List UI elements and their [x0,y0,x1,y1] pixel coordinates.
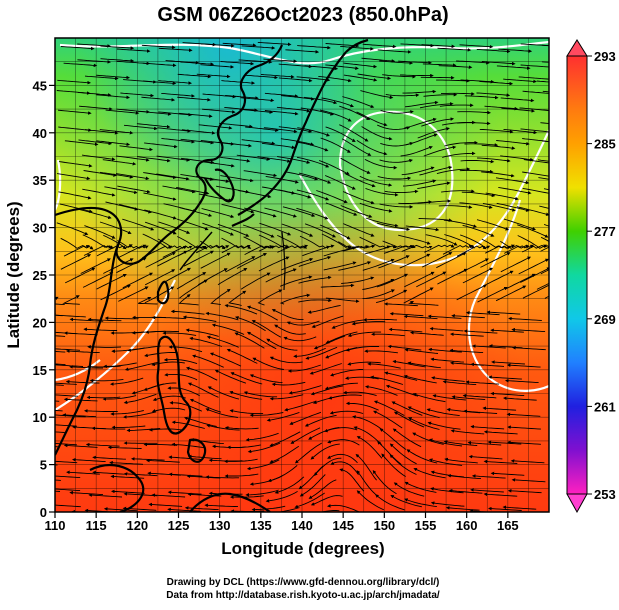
x-tick-label: 140 [291,518,313,533]
y-tick-label: 30 [33,221,47,236]
y-axis-label: Latitude (degrees) [4,201,23,348]
colorbar-body [567,56,587,494]
x-tick-label: 155 [415,518,437,533]
y-tick-label: 0 [40,505,47,520]
x-tick-label: 150 [373,518,395,533]
x-tick-label: 145 [332,518,354,533]
x-axis-label: Longitude (degrees) [221,539,384,558]
x-tick-label: 130 [209,518,231,533]
x-tick-label: 110 [45,518,66,533]
y-tick-label: 25 [33,268,47,283]
y-tick-label: 10 [33,410,47,425]
colorbar: 293 285 277 269 261 253 [567,40,616,512]
y-axis-ticks: 0 5 10 15 20 25 30 35 40 45 [33,78,55,520]
y-tick-label: 20 [33,315,47,330]
y-tick-label: 5 [40,458,47,473]
colorbar-tick-label: 277 [594,224,616,239]
x-tick-label: 165 [497,518,519,533]
colorbar-ticks: 293 285 277 269 261 253 [587,49,616,502]
x-tick-label: 120 [126,518,148,533]
x-tick-label: 115 [86,518,107,533]
colorbar-bottom-triangle [567,494,587,512]
x-tick-label: 135 [250,518,272,533]
y-tick-label: 15 [33,363,47,378]
colorbar-tick-label: 253 [594,487,616,502]
colorbar-tick-label: 269 [594,312,616,327]
x-tick-label: 125 [168,518,190,533]
colorbar-top-triangle [567,40,587,56]
x-tick-label: 160 [456,518,478,533]
chart-title: GSM 06Z26Oct2023 (850.0hPa) [157,4,448,26]
y-tick-label: 35 [33,173,47,188]
y-tick-label: 45 [33,78,47,93]
colorbar-tick-label: 293 [594,49,616,64]
map-grid [55,38,549,512]
plot-area [26,38,576,518]
credit-line-1: Drawing by DCL (https://www.gfd-dennou.o… [167,577,440,588]
x-axis-ticks: 110 115 120 125 130 135 140 145 150 155 160 165 [45,512,519,533]
y-tick-label: 40 [33,126,47,141]
credit-line-2: Data from http://database.rish.kyoto-u.a… [166,590,440,601]
colorbar-tick-label: 285 [594,137,616,152]
colorbar-tick-label: 261 [594,399,616,414]
